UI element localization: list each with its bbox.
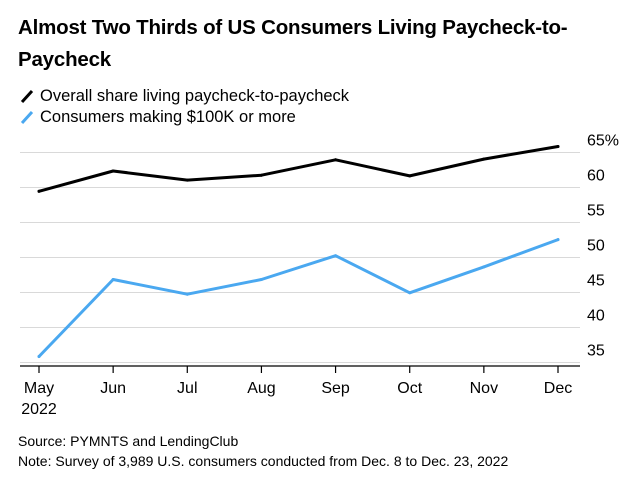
point-100k-dec — [556, 238, 560, 242]
point-overall-sep — [334, 158, 338, 162]
point-overall-aug — [259, 173, 263, 177]
y-tick-label-65: 65% — [587, 133, 619, 150]
point-overall-jul — [185, 178, 189, 182]
legend-label-overall: Overall share living paycheck-to-paychec… — [40, 87, 350, 105]
point-overall-oct — [408, 174, 412, 178]
x-tick-label-jun: Jun — [100, 380, 126, 397]
y-tick-label-55: 55 — [587, 203, 605, 220]
point-overall-jun — [111, 169, 115, 173]
y-tick-label-40: 40 — [587, 308, 605, 325]
chart-title: Almost Two Thirds of US Consumers Living… — [18, 16, 568, 71]
x-tick-label-jul: Jul — [177, 380, 197, 397]
legend-label-100k: Consumers making $100K or more — [40, 108, 296, 126]
x-year-label: 2022 — [21, 401, 57, 418]
point-100k-nov — [482, 265, 486, 269]
x-tick-label-aug: Aug — [247, 380, 275, 397]
point-100k-aug — [259, 278, 263, 281]
point-100k-may — [37, 355, 41, 358]
x-tick-label-may: May — [24, 380, 54, 397]
survey-note: Note: Survey of 3,989 U.S. consumers con… — [18, 453, 509, 469]
point-100k-sep — [334, 254, 338, 258]
point-100k-jun — [111, 278, 115, 281]
legend-swatch-100k — [20, 110, 34, 124]
series-line-overall — [37, 145, 560, 193]
y-tick-label-45: 45 — [587, 273, 605, 290]
x-tick-label-nov: Nov — [470, 380, 498, 397]
x-tick-label-dec: Dec — [544, 380, 572, 397]
point-overall-nov — [482, 157, 486, 161]
legend-entry-overall: Overall share living paycheck-to-paychec… — [20, 86, 349, 106]
series-line-100k — [37, 238, 560, 358]
y-tick-label-50: 50 — [587, 238, 605, 255]
y-tick-label-60: 60 — [587, 168, 605, 185]
point-100k-jul — [185, 292, 189, 296]
x-tick-label-sep: Sep — [321, 380, 350, 397]
point-overall-dec — [556, 145, 560, 148]
source-note: Source: PYMNTS and LendingClub — [18, 433, 239, 449]
point-overall-may — [37, 189, 41, 193]
y-tick-label-35: 35 — [587, 343, 605, 360]
x-tick-label-oct: Oct — [397, 380, 422, 397]
point-100k-oct — [408, 291, 412, 295]
legend-swatch-overall — [20, 89, 34, 103]
legend-entry-100k: Consumers making $100K or more — [20, 107, 296, 127]
